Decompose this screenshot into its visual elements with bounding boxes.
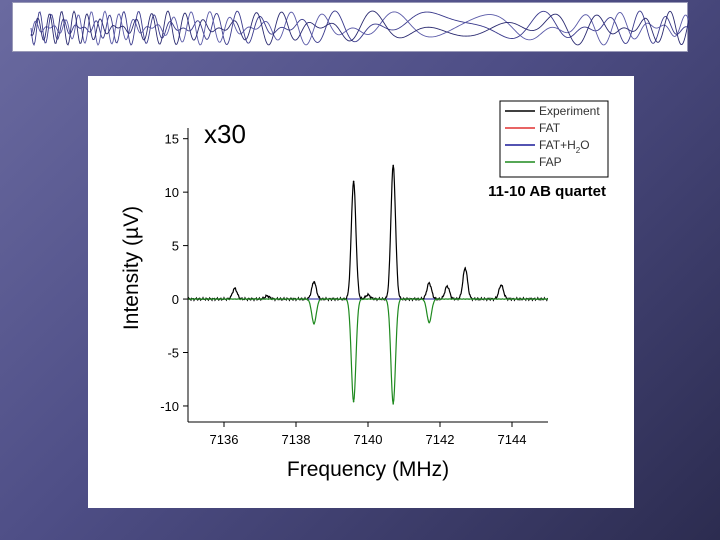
series-fap-peak	[428, 321, 431, 324]
series-experiment-peak	[266, 295, 268, 297]
scale-annotation: x30	[204, 119, 246, 149]
series-fap-peak	[313, 322, 315, 325]
x-tick-label: 7136	[210, 432, 239, 447]
waveform-line	[30, 10, 692, 47]
series-fap-line	[188, 298, 548, 404]
x-axis-label: Frequency (MHz)	[287, 458, 449, 481]
waveform-banner	[12, 2, 692, 52]
series-fap-peak	[352, 400, 355, 403]
series-experiment-peak	[428, 282, 431, 284]
series-experiment-peak	[367, 293, 369, 296]
legend-label: Experiment	[539, 104, 600, 118]
series-experiment-peak	[234, 287, 236, 290]
y-tick-label: -10	[160, 399, 179, 414]
series-experiment-peak	[500, 284, 503, 286]
quartet-annotation: 11-10 AB quartet	[488, 183, 606, 200]
series-experiment-peak	[313, 281, 315, 283]
legend-label: FAP	[539, 155, 562, 169]
spectrum-chart: 15 10 5 0 -5 -10 7136 7138 7140 7142 7144 x30 11-1…	[120, 100, 609, 481]
y-tick-label: 10	[165, 185, 179, 200]
series-experiment-peak	[392, 164, 395, 167]
x-tick-label: 7142	[426, 432, 455, 447]
chart-panel: 15 10 5 0 -5 -10 7136 7138 7140 7142 7144 x30 11-1…	[88, 76, 634, 508]
y-tick-label: 15	[165, 132, 179, 147]
series-experiment-peak	[464, 267, 467, 269]
waveform-pattern	[30, 10, 692, 47]
legend-label: FAT	[539, 121, 561, 135]
y-axis-label: Intensity (µV)	[120, 206, 143, 330]
waveform-line	[30, 10, 692, 46]
x-tick-label: 7138	[282, 432, 311, 447]
series-experiment-peak	[446, 285, 449, 288]
x-tick-label: 7144	[498, 432, 527, 447]
series-fap-peak	[392, 403, 395, 405]
legend-box	[499, 100, 609, 178]
y-tick-label: 5	[172, 239, 179, 254]
y-tick-label: -5	[167, 346, 179, 361]
series-experiment-peak	[352, 180, 355, 183]
x-tick-label: 7140	[354, 432, 383, 447]
y-tick-label: 0	[172, 292, 179, 307]
